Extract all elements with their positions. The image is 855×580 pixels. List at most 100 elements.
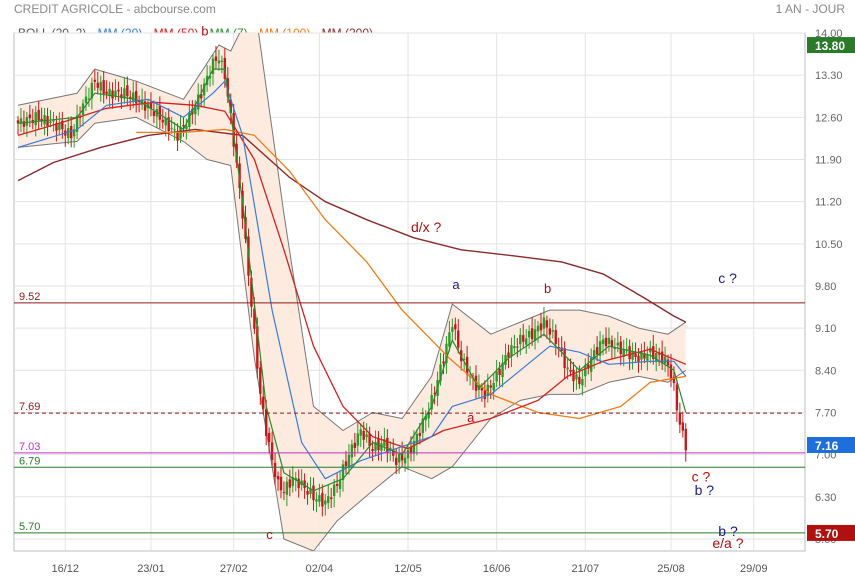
x-tick-label: 21/07 [572,563,600,575]
candle-body [22,121,26,127]
wave-annotation: b ? [718,523,738,539]
candle-body [353,442,357,448]
candle-body [288,479,292,488]
candle-body [598,341,602,356]
candle-body [530,328,534,340]
candle-body [669,364,673,380]
y-tick-label: 9.80 [815,281,836,293]
candle-body [217,60,221,64]
candle-body [276,476,280,480]
candle-body [16,120,20,124]
candle-body [590,357,593,372]
candle-body [344,461,348,467]
y-tick-label: 8.40 [815,365,836,377]
candle-body [575,374,578,380]
wave-annotation: b [544,281,551,296]
candle-body [660,351,664,364]
y-tick-label: 7.70 [815,407,836,419]
candle-body [28,114,32,119]
mm20-line [17,80,687,480]
candle-body [513,346,516,349]
candle-body [383,439,386,447]
candle-body [578,376,581,385]
candle-body [430,394,433,410]
candle-body [663,356,667,364]
wave-annotation: a [452,277,460,292]
y-tick-label: 9.10 [815,323,836,335]
candle-body [362,430,365,440]
candle-body [188,111,191,127]
candle-body [400,452,404,461]
wave-annotation: c ? [692,469,711,485]
candle-body [646,354,649,361]
candle-body [622,349,625,357]
candle-body [640,351,643,360]
candle-body [610,340,614,348]
candle-body [140,99,144,103]
candle-body [315,499,318,502]
candle-body [457,330,460,348]
candle-body [480,388,484,391]
candle-body [613,348,617,350]
candle-body [34,112,37,126]
candle-body [542,317,546,329]
wave-annotation: a [467,410,475,425]
candle-body [134,91,138,104]
candle-body [294,477,297,481]
candle-body [489,385,492,388]
candle-body [158,106,162,120]
level-label: 7.69 [19,401,40,413]
candle-body [303,480,306,489]
price-badge [807,37,855,54]
wave-annotation: e/a ? [712,535,743,551]
candle-body [616,342,620,346]
candle-body [536,325,540,332]
candle-body [483,390,487,400]
candle-body [516,346,519,348]
candle-body [185,125,188,129]
candle-body [634,353,637,357]
price-badge [807,524,855,541]
candle-body [270,442,274,461]
candle-body [194,106,197,115]
candle-body [197,94,200,110]
price-badge-label: 13.80 [815,39,845,53]
y-tick-label: 10.50 [815,239,843,251]
price-badge-label: 5.70 [815,527,839,541]
candle-body [592,350,596,358]
candle-body [347,454,351,468]
candle-body [365,434,368,438]
candle-body [120,94,123,99]
candle-body [507,352,510,358]
candle-body [566,367,569,370]
candle-body [279,476,283,491]
candle-body [211,58,215,74]
candle-body [421,418,424,434]
wave-annotation: b [201,23,208,38]
candle-body [164,118,167,126]
candle-body [84,96,88,103]
candle-body [465,356,469,375]
candle-body [424,416,427,421]
candle-body [324,500,327,505]
candle-body [495,371,498,382]
level-label: 7.03 [19,441,40,453]
candle-body [202,83,206,96]
candle-body [96,82,99,88]
x-tick-label: 02/04 [306,563,334,575]
candle-body [114,90,117,96]
candle-body [149,102,153,109]
candle-body [563,348,566,369]
candle-body [415,433,419,444]
mm7-line [17,68,687,492]
candle-body [40,118,43,122]
candle-body [285,481,289,495]
candle-body [587,364,590,369]
candle-body [395,457,398,465]
candle-body [143,101,147,111]
candle-body [256,326,259,369]
candle-body [123,88,126,99]
candle-body [525,338,528,345]
candle-body [327,496,330,504]
candle-body [675,384,679,411]
